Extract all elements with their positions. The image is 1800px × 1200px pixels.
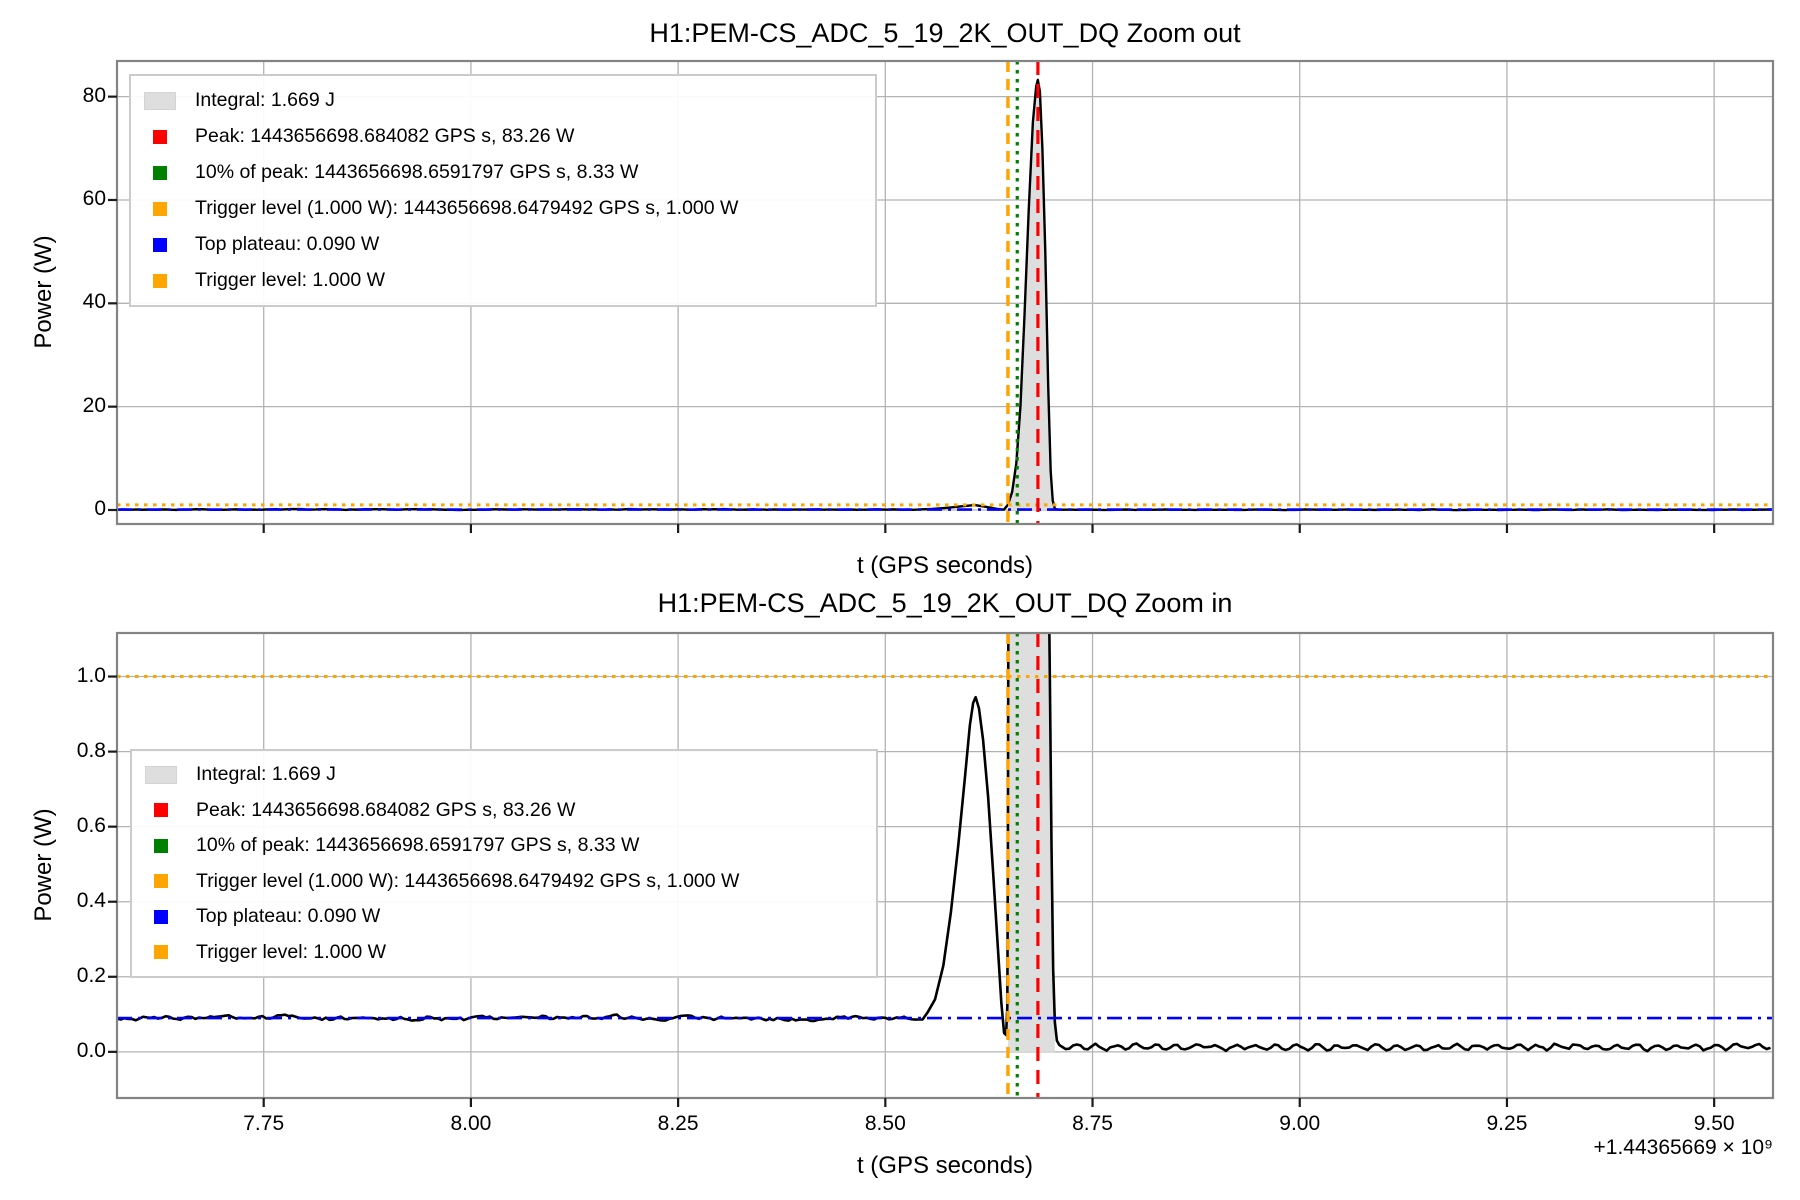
x-tick-label: 8.25 [657, 1112, 699, 1135]
legend-label: Peak: 1443656698.684082 GPS s, 83.26 W [195, 125, 575, 147]
legend-swatch-cell [144, 909, 178, 924]
legend-label: 10% of peak: 1443656698.6591797 GPS s, 8… [195, 161, 639, 183]
legend-row: Trigger level (1.000 W): 1443656698.6479… [143, 197, 875, 220]
legend-label: Trigger level (1.000 W): 1443656698.6479… [195, 197, 739, 219]
y-tick-label: 80 [82, 83, 106, 107]
legend-row: Peak: 1443656698.684082 GPS s, 83.26 W [144, 799, 876, 822]
legend-swatch-cell [144, 874, 178, 889]
legend-swatch-cell [144, 803, 178, 818]
x-tick-label: 8.50 [864, 1112, 906, 1135]
legend-row: Top plateau: 0.090 W [143, 233, 875, 256]
legend-swatch-cell [143, 91, 177, 110]
integral-patch-swatch [145, 765, 177, 784]
y-tick-label: 60 [82, 186, 106, 210]
legend-zoom-in: Integral: 1.669 J Peak: 1443656698.684082… [130, 749, 878, 978]
legend-swatch-cell [144, 838, 178, 853]
marker-swatch [153, 129, 167, 144]
power-trace [117, 633, 1771, 1053]
x-tick-label: 7.75 [243, 1112, 285, 1135]
y-tick-label: 0 [94, 496, 106, 520]
legend-row: Integral: 1.669 J [144, 763, 876, 786]
legend-label: Integral: 1.669 J [196, 763, 336, 786]
integral-fill [1007, 633, 1055, 1052]
legend-label: Trigger level: 1.000 W [196, 940, 387, 963]
legend-row: Top plateau: 0.090 W [144, 905, 876, 928]
y-tick-label: 0.8 [76, 738, 106, 762]
legend-row: Trigger level: 1.000 W [144, 941, 876, 964]
y-tick-label: 1.0 [76, 663, 106, 687]
legend-label: 10% of peak: 1443656698.6591797 GPS s, 8… [196, 834, 640, 857]
y-tick-label: 0.6 [76, 813, 106, 837]
legend-label: Top plateau: 0.090 W [196, 905, 381, 928]
legend-row: 10% of peak: 1443656698.6591797 GPS s, 8… [143, 161, 875, 184]
marker-swatch [153, 201, 167, 216]
x-axis-label-zoom-out: t (GPS seconds) [856, 552, 1034, 579]
x-tick-label: 9.25 [1486, 1112, 1528, 1135]
legend-label: Integral: 1.669 J [195, 89, 335, 111]
legend-label: Trigger level (1.000 W): 1443656698.6479… [196, 869, 740, 892]
axes-spines [115, 631, 1775, 1100]
legend-row: Trigger level: 1.000 W [143, 269, 875, 292]
marker-swatch [153, 273, 167, 288]
y-tick-label: 0.0 [76, 1038, 106, 1062]
legend-swatch-cell [144, 945, 178, 960]
legend-label: Trigger level: 1.000 W [195, 269, 386, 291]
x-axis-offset-text: +1.44365669 × 10⁹ [1593, 1136, 1774, 1159]
marker-swatch [154, 874, 168, 889]
chart-title-zoom-out: H1:PEM-CS_ADC_5_19_2K_OUT_DQ Zoom out [649, 18, 1241, 48]
x-tick-label: 9.00 [1279, 1112, 1321, 1135]
legend-swatch-cell [143, 201, 177, 216]
x-axis-label-zoom-in: t (GPS seconds) [856, 1152, 1034, 1179]
x-tick-label: 8.75 [1072, 1112, 1113, 1135]
y-tick-label: 40 [82, 290, 106, 314]
legend-label: Peak: 1443656698.684082 GPS s, 83.26 W [196, 798, 576, 821]
chart-zoom_in [108, 631, 1775, 1107]
legend-row: Integral: 1.669 J [143, 89, 875, 112]
marker-swatch [154, 838, 168, 853]
marker-swatch [154, 803, 168, 818]
legend-label: Top plateau: 0.090 W [195, 233, 380, 255]
legend-swatch-cell [143, 165, 177, 180]
chart-title-zoom-in: H1:PEM-CS_ADC_5_19_2K_OUT_DQ Zoom in [657, 588, 1233, 618]
axes-spines [115, 59, 1775, 526]
marker-swatch [153, 165, 167, 180]
legend-swatch-cell [143, 273, 177, 288]
y-tick-label: 20 [82, 393, 106, 417]
legend-row: Peak: 1443656698.684082 GPS s, 83.26 W [143, 125, 875, 148]
y-tick-label: 0.4 [76, 888, 106, 912]
legend-row: 10% of peak: 1443656698.6591797 GPS s, 8… [144, 834, 876, 857]
marker-swatch [153, 237, 167, 252]
y-tick-label: 0.2 [76, 963, 106, 987]
legend-zoom-out: Integral: 1.669 J Peak: 1443656698.684082… [129, 74, 877, 307]
x-tick-label: 9.50 [1693, 1112, 1735, 1135]
legend-row: Trigger level (1.000 W): 1443656698.6479… [144, 870, 876, 893]
legend-swatch-cell [143, 237, 177, 252]
x-tick-label: 8.00 [450, 1112, 492, 1135]
integral-patch-swatch [144, 91, 176, 110]
legend-swatch-cell [144, 765, 178, 784]
legend-swatch-cell [143, 129, 177, 144]
marker-swatch [154, 909, 168, 924]
marker-swatch [154, 945, 168, 960]
